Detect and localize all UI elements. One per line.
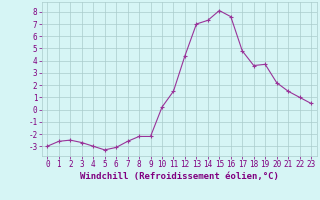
X-axis label: Windchill (Refroidissement éolien,°C): Windchill (Refroidissement éolien,°C) — [80, 172, 279, 181]
